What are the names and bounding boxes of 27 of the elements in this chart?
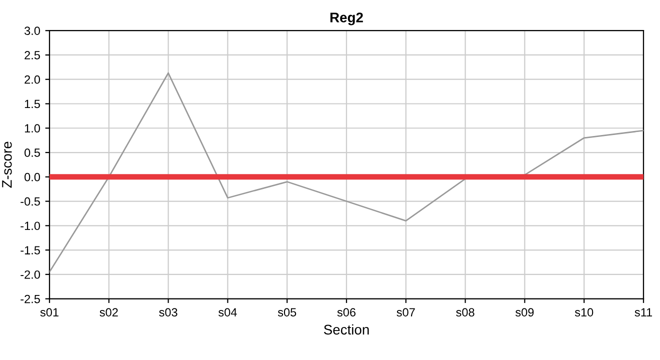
x-tick-label: s09 <box>516 308 534 316</box>
y-tick-label: -1.0 <box>20 222 40 230</box>
y-tick-label: -1.5 <box>20 246 40 254</box>
y-tick-label: 0.0 <box>24 172 40 182</box>
x-tick-label: s04 <box>218 308 237 316</box>
y-tick-label: 2.5 <box>24 51 40 60</box>
y-tick-label: -0.5 <box>20 197 40 206</box>
x-tick-label: s07 <box>396 308 415 316</box>
y-tick-label: 1.5 <box>24 100 40 108</box>
y-tick-label: -2.0 <box>20 270 40 279</box>
y-tick-label: 1.0 <box>24 124 40 133</box>
x-tick-label: s06 <box>337 308 356 316</box>
x-tick-label: s05 <box>278 308 296 316</box>
x-axis-title: Section <box>324 324 369 335</box>
y-tick-label: 2.0 <box>24 75 40 84</box>
y-tick-label: 0.5 <box>24 148 40 157</box>
x-tick-label: s01 <box>40 308 58 316</box>
y-tick-label: -2.5 <box>20 294 40 304</box>
x-tick-label: s03 <box>159 308 178 316</box>
x-tick-label: s08 <box>456 308 474 316</box>
line-series <box>50 72 644 273</box>
x-tick-label: s10 <box>574 308 594 316</box>
x-tick-label: s02 <box>100 308 118 316</box>
y-tick-label: 3.0 <box>24 26 40 35</box>
chart-title: Reg2 <box>330 12 363 26</box>
x-tick-label: s11 <box>634 308 652 316</box>
y-axis-title: Z-score <box>2 142 12 188</box>
